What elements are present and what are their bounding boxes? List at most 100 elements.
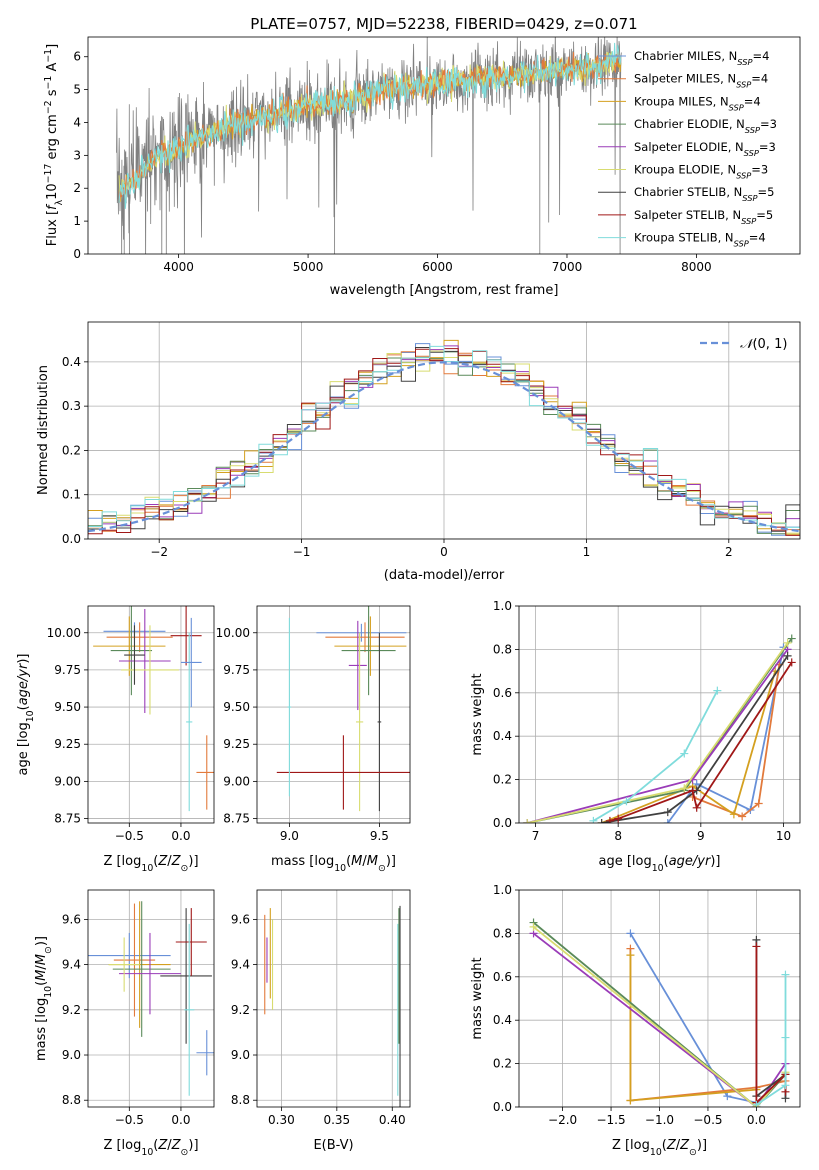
label-part: M: [367, 854, 378, 869]
y-tick-label: 9.0: [231, 1048, 250, 1062]
y-tick-label: 0.4: [493, 729, 512, 743]
x-tick-label: 9.5: [370, 829, 389, 843]
axes-frame: [256, 605, 411, 824]
label-part: Chabrier STELIB, N: [634, 185, 742, 199]
legend-entry-chabrier_elodie: Chabrier ELODIE, NSSP=3: [634, 117, 777, 135]
label-part: ⊙: [378, 863, 386, 874]
label-part: SSP: [742, 193, 757, 203]
y-tick-label: 0: [73, 247, 81, 261]
y-tick-label: 8.8: [62, 1093, 81, 1107]
label-part: Z: [171, 854, 182, 869]
y-tick-label: 9.6: [62, 912, 81, 926]
y-tick-label: 0.4: [62, 355, 81, 369]
label-part: SSP: [744, 148, 759, 158]
label-part: SSP: [736, 80, 751, 90]
label-part: (: [346, 854, 351, 869]
x-tick-label: 7000: [552, 260, 583, 274]
data-point: [713, 686, 722, 695]
data-point: [738, 812, 747, 821]
label-part: Z [log: [103, 1138, 141, 1153]
y-tick-label: 3: [73, 148, 81, 162]
label-part: Salpeter STELIB, N: [634, 208, 741, 222]
label-part: Salpeter MILES, N: [634, 72, 736, 86]
plot-area: [257, 606, 410, 823]
label-part: (0, 1): [752, 337, 787, 352]
x-tick-label: 1: [583, 545, 591, 559]
axes-frame: [518, 605, 801, 824]
mass-vs-metallicity-panel: −0.5 0.08.89.09.29.49.6Z [log10(Z/Z⊙)]mas…: [34, 889, 215, 1158]
y-axis-label: mass [log10(M/M⊙)]: [34, 936, 54, 1061]
x-axis-label: (data-model)/error: [384, 568, 505, 583]
plot-area: [88, 606, 214, 823]
label-part: SSP: [729, 102, 744, 112]
data-point: [680, 784, 689, 793]
label-part: −2: [43, 100, 54, 114]
label-part: erg cm: [45, 114, 60, 163]
label-part: mass [log: [271, 854, 334, 869]
y-tick-label: 5: [73, 83, 81, 97]
label-part: =5: [757, 185, 774, 199]
age-vs-mass-panel: 9.0 9.5 8.75 9.00 9.25 9.50 9.75 10.00 mass [log…: [216, 605, 411, 874]
y-tick-label: 0.6: [493, 686, 512, 700]
y-tick-label: 9.6: [231, 912, 250, 926]
y-tick-label: 8.75: [223, 812, 250, 826]
y-tick-label: 9.75: [54, 663, 81, 677]
label-part: f: [45, 203, 60, 210]
axes-frame: [87, 321, 801, 540]
x-tick-label: 4000: [163, 260, 194, 274]
weight-line-kroupa_stelib: [592, 690, 719, 822]
label-part: Z: [171, 1138, 182, 1153]
weight-line-chabrier_stelib: [755, 939, 787, 1099]
label-part: (: [16, 705, 31, 710]
data-point: [589, 816, 598, 823]
y-tick-label: 9.4: [231, 958, 250, 972]
y-tick-label: 0.0: [62, 532, 81, 546]
label-part: SSP: [734, 239, 749, 249]
weight-vs-metallicity-panel: −2.0 −1.5 −1.0 −0.5 0.0 0.0 0.2 0.4 0.6 0.8 1.0 Z […: [470, 883, 801, 1158]
x-tick-label: −1.0: [645, 1113, 674, 1127]
x-tick-label: 9: [697, 829, 705, 843]
data-point: [626, 951, 635, 960]
data-point: [688, 786, 697, 795]
label-part: age [log: [598, 854, 651, 869]
y-tick-label: 1: [73, 214, 81, 228]
legend-entry-normal: 𝒩(0, 1): [740, 337, 787, 352]
label-part: ]: [45, 44, 60, 49]
label-part: λ: [54, 199, 65, 205]
weight-line-kroupa_stelib: [755, 974, 787, 1106]
label-part: mass [log: [34, 998, 49, 1061]
label-part: Z: [157, 1138, 168, 1153]
data-point: [754, 799, 763, 808]
weight-line-kroupa_miles: [601, 670, 777, 823]
label-part: (: [153, 1138, 158, 1153]
data-point: [781, 1033, 790, 1042]
data-point: [783, 638, 792, 647]
y-tick-label: 6: [73, 50, 81, 64]
x-tick-label: 2: [725, 545, 733, 559]
label-part: Z: [666, 1138, 677, 1153]
axes-frame: [256, 889, 411, 1108]
x-tick-label: 7: [532, 829, 540, 843]
label-part: 10: [25, 710, 36, 722]
y-tick-label: 0.0: [493, 816, 512, 830]
label-part: s: [45, 89, 60, 100]
y-tick-label: 9.2: [231, 1003, 250, 1017]
axes-frame: [518, 889, 801, 1108]
x-tick-label: 6000: [422, 260, 453, 274]
label-part: M: [351, 854, 362, 869]
y-tick-label: 2: [73, 181, 81, 195]
data-point: [781, 1081, 790, 1090]
weight-line-chabrier_elodie: [527, 637, 793, 823]
x-tick-label: −0.5: [693, 1113, 722, 1127]
legend-entry-chabrier_miles: Chabrier MILES, NSSP=4: [634, 49, 769, 67]
plot-area: [519, 606, 800, 823]
label-part: )]: [710, 854, 720, 869]
label-part: /: [167, 854, 172, 869]
label-part: −1: [43, 76, 54, 90]
y-axis-label: mass weight: [470, 957, 485, 1039]
y-tick-label: 10.00: [216, 626, 250, 640]
x-tick-label: 0.40: [379, 1113, 406, 1127]
label-part: =3: [751, 163, 768, 177]
